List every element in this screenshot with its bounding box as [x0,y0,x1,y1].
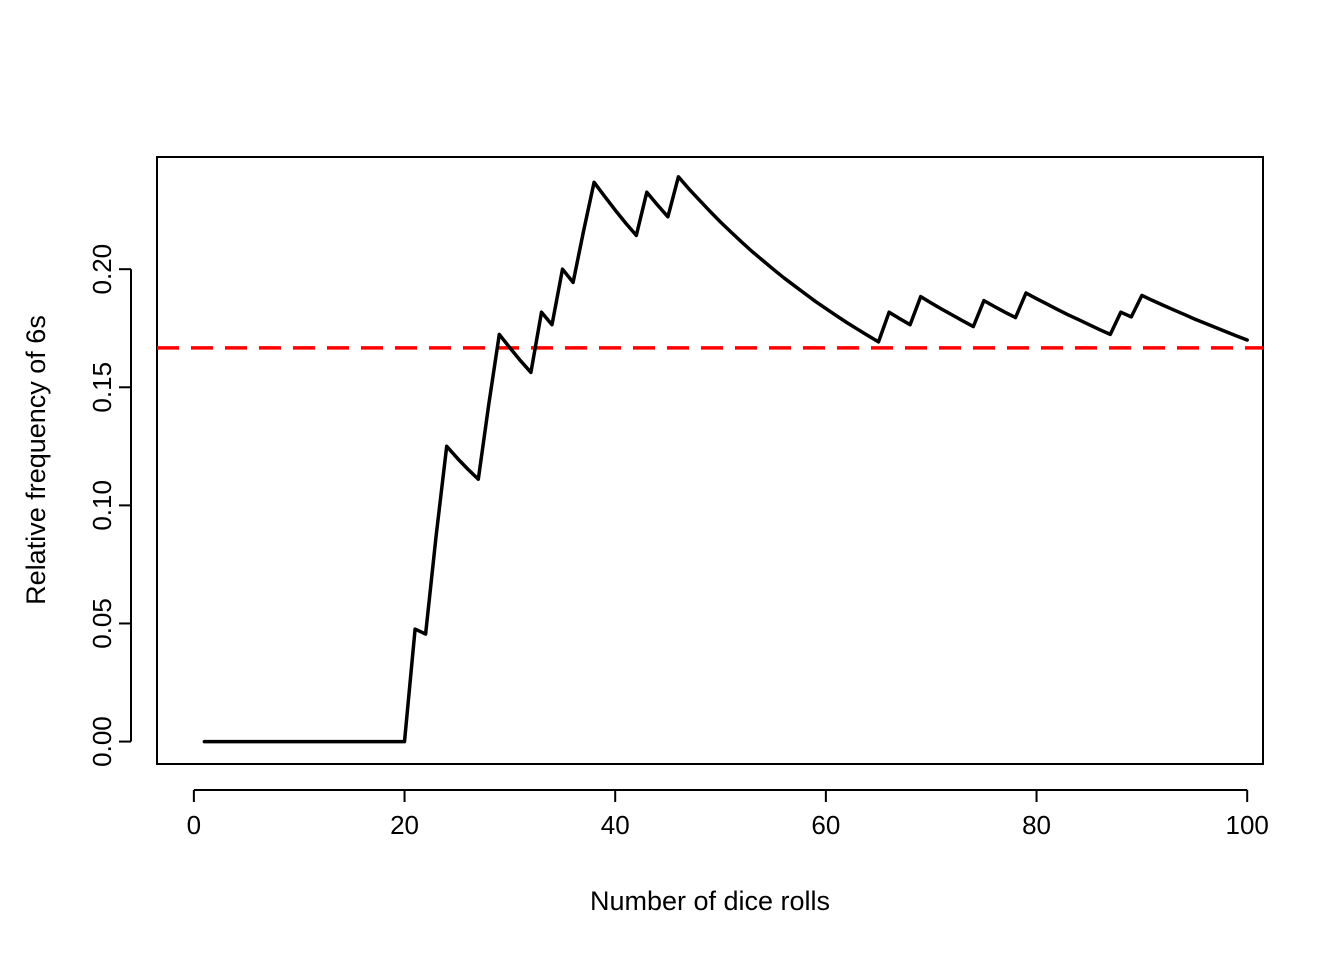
plot-frame [156,156,1264,765]
y-tick-label: 0.20 [87,244,117,295]
x-axis: 0 20 40 60 80 100 [187,789,1269,840]
x-tick-label: 60 [811,810,840,840]
x-tick-label: 100 [1226,810,1269,840]
y-tick-label: 0.10 [87,480,117,531]
y-axis-title: Relative frequency of 6s [21,315,51,605]
y-tick-label: 0.05 [87,598,117,649]
x-tick-label: 0 [187,810,201,840]
series-line [202,175,1249,744]
x-tick-label: 80 [1022,810,1051,840]
y-tick-label: 0.15 [87,362,117,413]
plot-area [157,175,1263,744]
y-tick-label: 0.00 [87,716,117,767]
x-tick-label: 20 [390,810,419,840]
x-axis-title: Number of dice rolls [590,886,830,916]
x-tick-label: 40 [601,810,630,840]
y-axis: 0.00 0.05 0.10 0.15 0.20 [87,244,132,767]
